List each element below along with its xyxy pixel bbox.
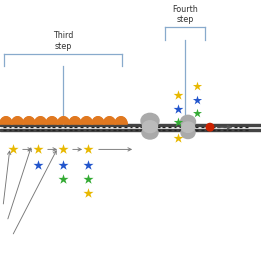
Ellipse shape xyxy=(143,121,157,133)
Text: Fourth
step: Fourth step xyxy=(172,5,198,24)
Point xyxy=(86,191,90,195)
Ellipse shape xyxy=(181,122,194,132)
Point xyxy=(36,147,40,151)
Polygon shape xyxy=(57,117,70,124)
Ellipse shape xyxy=(141,113,159,128)
Text: Third
step: Third step xyxy=(53,31,73,51)
Polygon shape xyxy=(80,117,93,124)
Bar xyxy=(0,129,261,131)
Polygon shape xyxy=(0,117,12,124)
Point xyxy=(61,177,65,181)
Polygon shape xyxy=(103,117,116,124)
Polygon shape xyxy=(11,117,24,124)
Circle shape xyxy=(206,123,214,131)
Point xyxy=(86,147,90,151)
Point xyxy=(11,147,15,151)
Point xyxy=(176,120,180,124)
Ellipse shape xyxy=(181,115,195,128)
Ellipse shape xyxy=(181,127,195,139)
Polygon shape xyxy=(92,117,104,124)
Point xyxy=(176,107,180,111)
Ellipse shape xyxy=(142,126,158,139)
Point xyxy=(61,147,65,151)
Polygon shape xyxy=(69,117,81,124)
Point xyxy=(36,163,40,167)
Polygon shape xyxy=(46,117,58,124)
Bar xyxy=(0,124,261,126)
Point xyxy=(176,93,180,97)
Point xyxy=(195,98,199,102)
Polygon shape xyxy=(115,117,127,124)
Point xyxy=(86,163,90,167)
Point xyxy=(86,177,90,181)
Polygon shape xyxy=(23,117,35,124)
Point xyxy=(176,135,180,140)
Point xyxy=(195,84,199,88)
Point xyxy=(61,163,65,167)
Point xyxy=(195,111,199,115)
Polygon shape xyxy=(34,117,47,124)
